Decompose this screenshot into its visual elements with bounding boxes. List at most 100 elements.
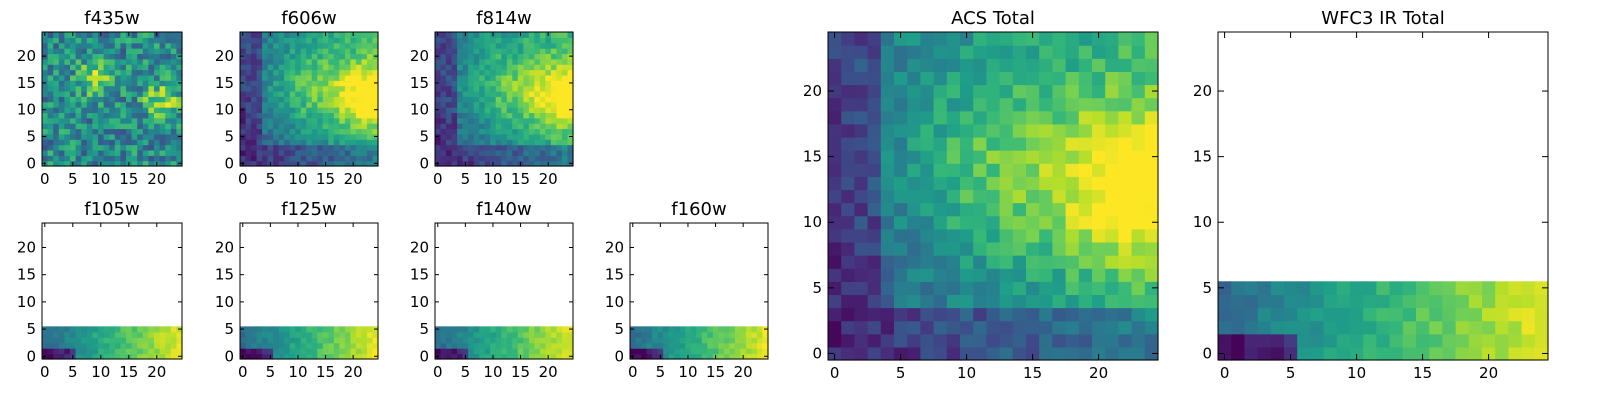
heatmap-cell xyxy=(75,85,82,92)
heatmap-cell xyxy=(284,101,291,108)
heatmap-cell xyxy=(495,53,502,60)
heatmap-cell xyxy=(120,342,127,349)
heatmap-cell xyxy=(251,342,258,349)
heatmap-cell xyxy=(539,42,546,49)
heatmap-cell xyxy=(75,112,82,119)
heatmap-cell xyxy=(841,32,855,46)
heatmap-cell xyxy=(539,85,546,92)
heatmap-cell xyxy=(545,80,552,87)
heatmap-cell xyxy=(451,144,458,151)
heatmap-cell xyxy=(534,58,541,65)
heatmap-cell xyxy=(240,58,247,65)
heatmap-cell xyxy=(120,64,127,71)
heatmap-cell xyxy=(154,139,161,146)
heatmap-cell xyxy=(506,155,513,162)
heatmap-cell xyxy=(98,326,105,333)
heatmap-cell xyxy=(1521,346,1536,361)
heatmap-cell xyxy=(473,107,480,113)
heatmap-cell xyxy=(170,117,177,124)
heatmap-cell xyxy=(723,326,730,333)
heatmap-cell xyxy=(506,112,513,119)
heatmap-cell xyxy=(512,144,519,151)
heatmap-cell xyxy=(256,331,263,338)
heatmap-cell xyxy=(98,107,105,113)
heatmap-cell xyxy=(58,37,65,44)
heatmap-cell xyxy=(1534,320,1549,335)
heatmap-cell xyxy=(435,101,442,108)
heatmap-cell xyxy=(170,331,177,338)
heatmap-cell xyxy=(350,149,357,156)
heatmap-cell xyxy=(440,348,447,355)
heatmap-cell xyxy=(561,48,569,55)
heatmap-cell xyxy=(70,337,77,344)
heatmap-cell xyxy=(273,160,280,167)
heatmap-cell xyxy=(70,128,77,135)
heatmap-cell xyxy=(142,353,149,360)
heatmap-cell xyxy=(946,241,961,256)
heatmap-cell xyxy=(933,84,948,99)
heatmap-cell xyxy=(973,150,987,164)
heatmap-cell xyxy=(361,149,368,156)
heatmap-cell xyxy=(907,215,921,230)
heatmap-cell xyxy=(534,42,541,49)
heatmap-cell xyxy=(1105,84,1119,99)
heatmap-cell xyxy=(495,90,502,97)
heatmap-cell xyxy=(366,85,374,92)
heatmap-cell xyxy=(58,353,65,360)
heatmap-cell xyxy=(306,149,313,156)
heatmap-cell xyxy=(1131,123,1146,138)
heatmap-cell xyxy=(170,32,177,38)
heatmap-cell xyxy=(1144,281,1159,295)
heatmap-cell xyxy=(1495,320,1509,335)
heatmap-cell xyxy=(517,337,524,344)
heatmap-cell xyxy=(1455,281,1470,295)
heatmap-cell xyxy=(973,58,987,72)
heatmap-cell xyxy=(86,58,93,65)
heatmap-cell xyxy=(278,117,285,124)
heatmap-cell xyxy=(528,42,535,49)
heatmap-cell xyxy=(960,136,974,151)
heatmap-cell xyxy=(176,139,183,146)
heatmap-cell xyxy=(137,107,144,113)
heatmap-cell xyxy=(668,331,675,338)
heatmap-cell xyxy=(86,101,93,108)
heatmap-cell xyxy=(306,96,313,103)
heatmap-cell xyxy=(539,139,546,146)
heatmap-cell xyxy=(1092,294,1106,309)
heatmap-cell xyxy=(933,163,948,177)
heatmap-cell xyxy=(372,342,379,349)
heatmap-cell xyxy=(317,123,324,130)
heatmap-cell xyxy=(1052,84,1067,99)
x-tick-label: 0 xyxy=(40,363,50,381)
heatmap-cell xyxy=(479,117,486,124)
heatmap-cell xyxy=(154,348,161,355)
heatmap-cell xyxy=(446,58,453,65)
heatmap-cell xyxy=(251,69,258,76)
heatmap-cell xyxy=(137,337,144,344)
heatmap-cell xyxy=(1482,294,1496,309)
heatmap-cell xyxy=(267,64,274,71)
heatmap-cell xyxy=(556,107,563,113)
heatmap-cell xyxy=(501,32,508,38)
heatmap-cell xyxy=(440,133,447,140)
heatmap-cell xyxy=(251,139,258,146)
heatmap-cell xyxy=(468,42,475,49)
heatmap-cell xyxy=(828,241,842,256)
heatmap-cell xyxy=(960,97,974,112)
heatmap-cell xyxy=(372,32,379,38)
heatmap-cell xyxy=(880,163,895,177)
x-tick-label: 5 xyxy=(266,363,276,381)
y-tick-label: 5 xyxy=(419,320,429,338)
heatmap-cell xyxy=(435,117,442,124)
heatmap-cell xyxy=(339,74,346,81)
heatmap-cell xyxy=(98,117,105,124)
heatmap-cell xyxy=(517,90,524,97)
heatmap-cell xyxy=(165,32,172,38)
heatmap-cell xyxy=(58,144,65,151)
heatmap-cell xyxy=(556,348,563,355)
heatmap-cell xyxy=(685,331,692,338)
heatmap-cell xyxy=(539,37,546,44)
heatmap-cell xyxy=(81,90,88,97)
heatmap-cell xyxy=(170,326,177,333)
